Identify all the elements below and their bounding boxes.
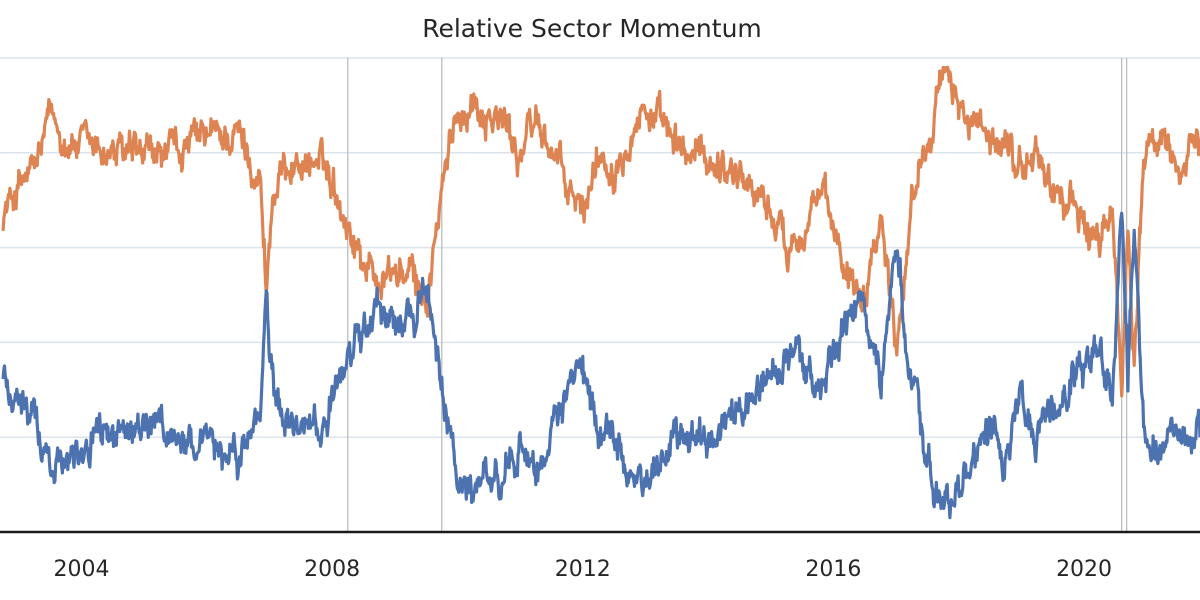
xtick-layer: 2004 2008 2012 2016 2020 bbox=[53, 557, 1112, 582]
x-tick-label: 2020 bbox=[1056, 557, 1112, 582]
chart-title: Relative Sector Momentum bbox=[422, 14, 762, 43]
x-tick-label: 2004 bbox=[53, 557, 109, 582]
blue-series-line bbox=[1, 211, 1200, 520]
orange-series-line bbox=[1, 65, 1200, 398]
vline-layer bbox=[347, 58, 1128, 532]
series-layer bbox=[1, 65, 1200, 520]
x-tick-label: 2008 bbox=[304, 557, 360, 582]
x-tick-label: 2012 bbox=[555, 557, 611, 582]
x-tick-label: 2016 bbox=[805, 557, 861, 582]
grid-layer bbox=[0, 57, 1200, 438]
